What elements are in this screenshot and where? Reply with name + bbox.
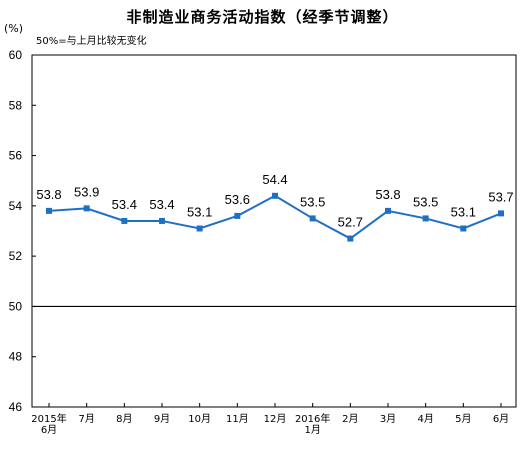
x-tick-label: 2016年 (295, 412, 330, 425)
x-tick-label: 3月 (380, 413, 396, 425)
data-label: 52.7 (338, 215, 363, 230)
x-tick-label: 2015年 (31, 412, 66, 425)
data-label: 53.5 (300, 194, 325, 209)
y-tick-label: 46 (9, 400, 23, 414)
data-label: 53.1 (187, 204, 212, 219)
x-tick-label: 6月 (493, 413, 509, 425)
data-label: 54.4 (262, 172, 287, 187)
data-point (46, 207, 52, 214)
x-tick-label: 8月 (116, 413, 132, 425)
x-tick-label: 1月 (304, 424, 320, 436)
data-label: 53.9 (74, 184, 99, 199)
chart-title: 非制造业商务活动指数（经季节调整） (126, 8, 399, 26)
y-tick-label: 58 (9, 98, 23, 112)
data-label: 53.5 (413, 194, 438, 209)
data-point (347, 235, 354, 242)
data-label: 53.4 (149, 197, 174, 212)
data-label: 53.7 (488, 189, 513, 204)
x-tick-label: 6月 (41, 424, 57, 436)
x-tick-label: 5月 (455, 413, 471, 425)
y-tick-label: 54 (9, 199, 23, 213)
y-tick-label: 60 (9, 48, 23, 62)
y-tick-label: 50 (9, 299, 23, 313)
data-point (159, 217, 165, 224)
x-tick-label: 11月 (226, 413, 249, 425)
data-point (83, 205, 90, 212)
data-point (196, 225, 203, 232)
x-tick-label: 2月 (342, 413, 358, 425)
x-tick-label: 10月 (188, 413, 211, 425)
x-tick-label: 9月 (154, 413, 170, 425)
y-tick-label: 56 (9, 149, 23, 163)
y-tick-label: 52 (9, 249, 23, 263)
data-point (272, 192, 278, 199)
baseline-note: 50%=与上月比较无变化 (36, 36, 147, 47)
data-point (498, 210, 504, 217)
data-label: 53.1 (451, 204, 476, 219)
data-point (422, 215, 429, 222)
x-tick-label: 4月 (417, 413, 433, 425)
data-point (385, 207, 391, 214)
data-label: 53.8 (375, 187, 400, 202)
unit-label: (%) (4, 22, 24, 35)
data-label: 53.4 (112, 197, 137, 212)
data-point (234, 212, 241, 219)
data-label: 53.6 (225, 192, 250, 207)
series-group: 53.8 53.9 53.4 53.4 53.1 53.6 54.4 53.5 52.7 53.8… (36, 172, 514, 242)
data-point (460, 225, 467, 232)
data-point (121, 217, 128, 224)
y-axis: 60 58 56 54 52 50 48 46 (9, 48, 36, 414)
x-tick-label: 12月 (264, 413, 287, 425)
x-tick-label: 7月 (78, 413, 94, 425)
y-tick-label: 48 (9, 350, 23, 364)
data-label: 53.8 (36, 187, 61, 202)
data-point (309, 215, 316, 222)
plot-frame (31, 54, 517, 408)
